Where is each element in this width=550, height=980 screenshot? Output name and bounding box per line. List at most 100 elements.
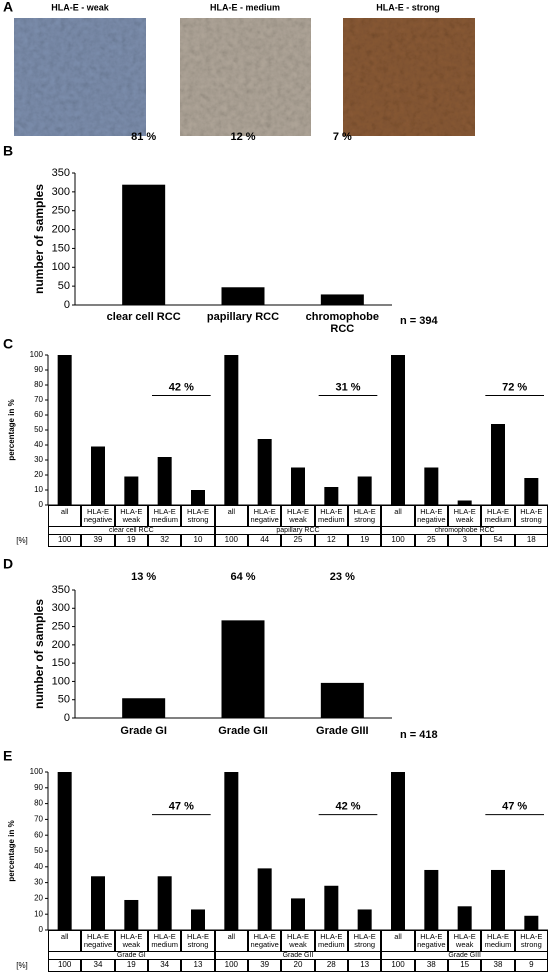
x-tick-label-box: HLA-E strong xyxy=(514,505,548,527)
y-tick-label: 80 xyxy=(34,799,43,808)
table-value-box: 38 xyxy=(481,959,515,972)
x-tick-label-box: papillary RCC xyxy=(207,312,279,323)
image-title: HLA-E - weak xyxy=(51,2,110,12)
table-value-box: 100 xyxy=(381,959,415,972)
annotation: 47 % xyxy=(169,801,194,813)
group-label: chromophobe RCC xyxy=(381,527,548,535)
y-tick-label: 60 xyxy=(34,830,43,839)
image-title: HLA-E - strong xyxy=(376,2,440,12)
y-tick-label: 50 xyxy=(34,846,43,855)
table-value: 15 xyxy=(448,959,482,972)
y-tick-label: 100 xyxy=(30,767,44,776)
y-axis-label: number of samples xyxy=(32,599,46,709)
y-tick-label: 10 xyxy=(34,909,43,918)
table-value: 19 xyxy=(114,534,148,547)
x-tick-label-box: Grade GII xyxy=(218,726,268,737)
x-tick-label: HLA-E negative xyxy=(81,505,115,527)
table-value: 100 xyxy=(48,534,82,547)
table-value: 19 xyxy=(348,534,382,547)
table-value: 39 xyxy=(81,534,115,547)
bar xyxy=(524,915,539,930)
table-value: 38 xyxy=(414,959,448,972)
x-tick-label: HLA-E negative xyxy=(414,505,448,527)
group-label-box: Grade GIII xyxy=(381,952,548,960)
table-value: 19 xyxy=(114,959,148,972)
y-tick-label: 70 xyxy=(34,815,43,824)
table-value: 18 xyxy=(514,534,548,547)
y-tick-label: 70 xyxy=(34,395,43,404)
bar xyxy=(57,355,72,505)
tissue-image xyxy=(343,18,475,136)
x-tick-label-box: all xyxy=(381,930,415,952)
table-value-box: 39 xyxy=(248,959,282,972)
x-tick-label-box: all xyxy=(48,930,82,952)
table-value: 100 xyxy=(48,959,82,972)
annotation: 42 % xyxy=(169,381,194,393)
table-value: 10 xyxy=(181,534,215,547)
x-tick-label-box: HLA-E medium xyxy=(314,930,348,952)
annotation: 64 % xyxy=(230,571,255,583)
annotation: 42 % xyxy=(335,801,360,813)
x-tick-label: HLA-E medium xyxy=(314,930,348,952)
panel-label: A xyxy=(3,0,13,15)
bar xyxy=(57,772,72,930)
x-tick-label-box: HLA-E weak xyxy=(448,505,482,527)
x-tick-label: HLA-E strong xyxy=(514,505,548,527)
x-tick-label-box: HLA-E strong xyxy=(514,930,548,952)
table-value-box: 34 xyxy=(148,959,182,972)
table-value-box: 32 xyxy=(148,534,182,547)
bar xyxy=(320,294,364,305)
bar xyxy=(424,869,439,930)
table-value: 28 xyxy=(314,959,348,972)
x-tick-label: HLA-E medium xyxy=(148,930,182,952)
group-label: papillary RCC xyxy=(214,527,382,535)
x-tick-label: HLA-E medium xyxy=(314,505,348,527)
y-tick-label: 90 xyxy=(34,783,43,792)
bar xyxy=(457,906,472,930)
panel-label: E xyxy=(3,748,12,764)
annotation: 72 % xyxy=(502,381,527,393)
group-label-box: Grade GI xyxy=(48,952,215,960)
x-tick-label-box: HLA-E negative xyxy=(248,505,282,527)
table-value: 100 xyxy=(381,959,415,972)
table-value: 100 xyxy=(214,534,248,547)
table-value-box: 34 xyxy=(81,959,115,972)
x-tick-label: HLA-E strong xyxy=(348,505,382,527)
x-tick-label: all xyxy=(48,505,82,527)
x-tick-label: all xyxy=(381,930,415,952)
y-tick-label: 350 xyxy=(52,584,70,596)
panel-label: B xyxy=(3,143,13,159)
x-tick-label-box: HLA-E negative xyxy=(248,930,282,952)
y-tick-label: 100 xyxy=(52,675,70,687)
group-label: Grade GI xyxy=(48,952,215,960)
y-tick-label: 250 xyxy=(52,205,70,217)
table-value-box: 100 xyxy=(48,959,82,972)
table-value-box: 9 xyxy=(514,959,548,972)
table-value: 3 xyxy=(448,534,482,547)
x-tick-label-box: HLA-E weak xyxy=(281,930,315,952)
y-tick-label: 80 xyxy=(34,380,43,389)
y-tick-label: 50 xyxy=(34,425,43,434)
x-tick-label: HLA-E strong xyxy=(181,505,215,527)
table-value: 38 xyxy=(481,959,515,972)
annotation: 31 % xyxy=(335,381,360,393)
x-tick-label: all xyxy=(214,505,248,527)
group-label: Grade GIII xyxy=(381,952,548,960)
x-tick-label: HLA-E negative xyxy=(414,930,448,952)
bar xyxy=(291,898,305,930)
group-label-box: Grade GII xyxy=(214,952,382,960)
x-tick-label: HLA-E strong xyxy=(181,930,215,952)
bar xyxy=(224,772,239,930)
y-tick-label: 0 xyxy=(39,500,44,509)
table-value: 54 xyxy=(481,534,515,547)
y-tick-label: 200 xyxy=(52,639,70,651)
table-value-box: 28 xyxy=(314,959,348,972)
table-value-box: 13 xyxy=(181,959,215,972)
x-tick-label-box: HLA-E medium xyxy=(148,505,182,527)
y-tick-label: 20 xyxy=(34,470,43,479)
bar xyxy=(157,876,172,930)
bar xyxy=(221,620,265,718)
x-tick-label: clear cell RCC xyxy=(106,312,181,323)
